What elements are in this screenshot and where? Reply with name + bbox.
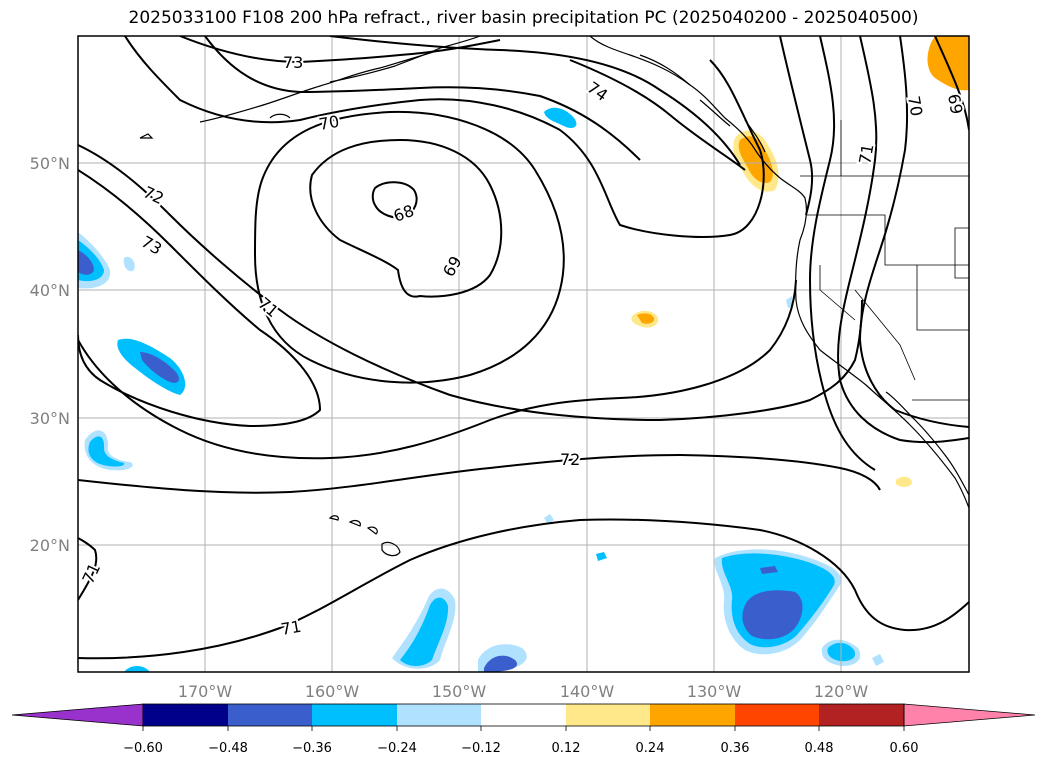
contour-69-east (934, 36, 969, 131)
colorbar-cell (735, 704, 819, 726)
colorbar-cell (481, 704, 566, 726)
colorbar-tick: 0.48 (805, 741, 834, 756)
colorbar-tick: 0.24 (636, 741, 665, 756)
contour-74 (329, 36, 741, 166)
contour-label: 72 (560, 450, 580, 469)
colorbar-ticks: −0.60 −0.48 −0.36 −0.24 −0.12 0.12 0.24 … (123, 741, 918, 756)
contour-73-west (78, 169, 322, 428)
hawaii-1 (328, 515, 339, 521)
colorbar-tick: −0.12 (461, 741, 501, 756)
colorbar-frame (142, 703, 905, 727)
lon-label: 150°W (432, 682, 487, 701)
aleutian-chain (199, 49, 441, 123)
colorbar-tick-marks (142, 726, 905, 731)
negative-anomaly-gulf (544, 107, 577, 128)
lat-label: 20°N (30, 536, 70, 555)
lat-label: 40°N (30, 281, 70, 300)
lon-label: 130°W (687, 682, 742, 701)
colorbar-tick: 0.60 (890, 741, 919, 756)
state-border-5 (954, 227, 969, 279)
coastlines (139, 36, 969, 557)
contour-71-sw (78, 537, 98, 601)
colorbar-cell (566, 704, 650, 726)
contour-70-cyclone (253, 110, 565, 384)
contour-label: 70 (904, 94, 926, 117)
negative-anomaly-sw-small (760, 566, 778, 574)
contour-73-north (179, 36, 746, 171)
contour-72 (78, 144, 863, 422)
lat-label: 50°N (30, 154, 70, 173)
contour-label: 71 (279, 617, 302, 639)
latitude-labels: 50°N 40°N 30°N 20°N (30, 154, 70, 555)
contour-72-mid (78, 453, 881, 494)
colorbar-extend-high (903, 703, 1036, 727)
longitude-labels: 170°W 160°W 150°W 140°W 130°W 120°W (178, 682, 869, 701)
refractivity-contours (78, 36, 969, 660)
colorbar-cell (143, 704, 228, 726)
colorbar-tick: −0.24 (377, 741, 417, 756)
contour-71-outer (124, 36, 765, 238)
contour-71-big (78, 279, 797, 460)
colorbar-extend-low (11, 703, 144, 727)
lon-label: 160°W (305, 682, 360, 701)
island-small-1 (139, 133, 154, 139)
state-border-4 (854, 289, 916, 381)
colorbar-tick: 0.36 (721, 741, 750, 756)
precip-shading (78, 36, 969, 672)
negative-anomaly-tiny-2 (596, 552, 607, 561)
contour-70-east-2 (808, 36, 876, 471)
negative-anomaly-se-tiny (872, 654, 884, 666)
chart-title: 2025033100 F108 200 hPa refract., river … (128, 8, 919, 28)
colorbar-cell (650, 704, 735, 726)
positive-anomaly-alberta (927, 36, 969, 91)
map-frame (77, 35, 970, 673)
baja-coast (885, 391, 969, 496)
colorbar-cell (397, 704, 481, 726)
positive-anomaly-baja (896, 476, 912, 487)
negative-anomaly-west-4b (88, 436, 125, 467)
contour-71-east (837, 36, 969, 444)
state-border-1 (806, 214, 969, 266)
contour-68-core (371, 181, 418, 219)
negative-anomaly-west-2 (123, 256, 135, 272)
contour-label: 70 (317, 112, 340, 134)
contour-71-south (78, 518, 969, 660)
colorbar-tick: −0.36 (292, 741, 332, 756)
negative-anomaly-hawaii-sb (400, 597, 449, 666)
lon-label: 170°W (178, 682, 233, 701)
positive-anomaly-pacific-core (637, 313, 655, 324)
colorbar-tick: 0.12 (552, 741, 581, 756)
colorbar-cell (228, 704, 312, 726)
alaska-coast (589, 36, 969, 509)
island-small-2 (269, 113, 291, 119)
hawaii-4 (381, 541, 401, 557)
colorbar-tick: −0.48 (208, 741, 248, 756)
alaska-peninsula (329, 36, 481, 83)
negative-anomaly-south-midb (484, 655, 518, 672)
negative-anomaly-west-1c (78, 250, 94, 275)
lon-label: 120°W (814, 682, 869, 701)
borders (800, 120, 969, 401)
contour-label: 71 (855, 142, 877, 165)
colorbar-cell (312, 704, 397, 726)
negative-anomaly-south-left (124, 666, 150, 672)
lat-label: 30°N (30, 409, 70, 428)
colorbar: −0.60 −0.48 −0.36 −0.24 −0.12 0.12 0.24 … (11, 703, 1036, 756)
contour-70-outer (204, 36, 814, 216)
contour-69-cyclone (309, 138, 503, 298)
lon-label: 140°W (560, 682, 615, 701)
hawaii-2 (348, 520, 361, 527)
negative-anomaly-sw-large-c (742, 590, 803, 640)
contour-label: 69 (944, 92, 966, 115)
contour-70-east (858, 36, 969, 428)
colorbar-cell (819, 704, 904, 726)
negative-anomaly-tiny-1 (544, 514, 554, 524)
hawaii-3 (366, 526, 378, 535)
state-border-3 (916, 265, 969, 331)
contour-label: 73 (283, 53, 303, 72)
negative-anomaly-west-3b (140, 352, 179, 383)
colorbar-tick: −0.60 (123, 741, 163, 756)
